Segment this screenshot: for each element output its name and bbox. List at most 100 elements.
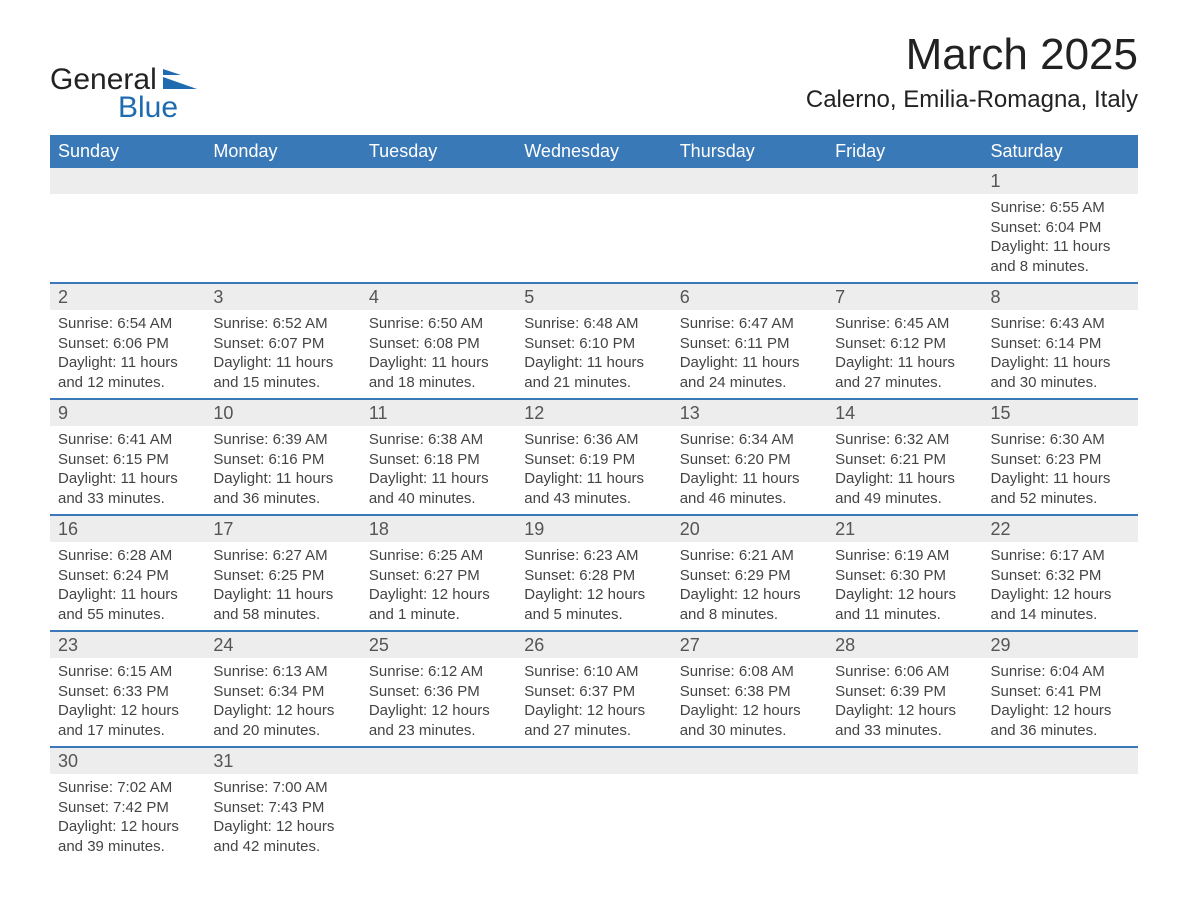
day-number: 24	[205, 632, 360, 658]
sunset-line: Sunset: 6:33 PM	[58, 682, 197, 702]
day-number: 25	[361, 632, 516, 658]
calendar-row: 23Sunrise: 6:15 AMSunset: 6:33 PMDayligh…	[50, 631, 1138, 747]
day-number: 1	[983, 168, 1138, 194]
daylight-line: Daylight: 12 hours and 33 minutes.	[835, 701, 974, 740]
daylight-line: Daylight: 11 hours and 33 minutes.	[58, 469, 197, 508]
calendar-empty-cell	[827, 747, 982, 862]
sunrise-line: Sunrise: 6:32 AM	[835, 430, 974, 450]
day-details: Sunrise: 6:21 AMSunset: 6:29 PMDaylight:…	[672, 542, 827, 630]
sunset-line: Sunset: 6:07 PM	[213, 334, 352, 354]
daylight-line: Daylight: 11 hours and 12 minutes.	[58, 353, 197, 392]
daylight-line: Daylight: 12 hours and 39 minutes.	[58, 817, 197, 856]
sunrise-line: Sunrise: 6:41 AM	[58, 430, 197, 450]
weekday-header: Sunday	[50, 135, 205, 168]
day-details	[827, 774, 982, 844]
sunset-line: Sunset: 6:30 PM	[835, 566, 974, 586]
daylight-line: Daylight: 12 hours and 8 minutes.	[680, 585, 819, 624]
day-number: 29	[983, 632, 1138, 658]
day-number	[672, 748, 827, 774]
day-details: Sunrise: 6:12 AMSunset: 6:36 PMDaylight:…	[361, 658, 516, 746]
calendar-day-cell: 10Sunrise: 6:39 AMSunset: 6:16 PMDayligh…	[205, 399, 360, 515]
daylight-line: Daylight: 11 hours and 15 minutes.	[213, 353, 352, 392]
daylight-line: Daylight: 11 hours and 27 minutes.	[835, 353, 974, 392]
day-details: Sunrise: 6:25 AMSunset: 6:27 PMDaylight:…	[361, 542, 516, 630]
day-details	[361, 194, 516, 264]
day-number	[361, 168, 516, 194]
logo-word2: Blue	[118, 93, 178, 123]
sunset-line: Sunset: 6:28 PM	[524, 566, 663, 586]
day-number: 17	[205, 516, 360, 542]
day-details: Sunrise: 6:04 AMSunset: 6:41 PMDaylight:…	[983, 658, 1138, 746]
day-details	[672, 194, 827, 264]
calendar-day-cell: 23Sunrise: 6:15 AMSunset: 6:33 PMDayligh…	[50, 631, 205, 747]
day-number	[827, 748, 982, 774]
daylight-line: Daylight: 12 hours and 11 minutes.	[835, 585, 974, 624]
daylight-line: Daylight: 11 hours and 52 minutes.	[991, 469, 1130, 508]
calendar-day-cell: 31Sunrise: 7:00 AMSunset: 7:43 PMDayligh…	[205, 747, 360, 862]
day-number: 26	[516, 632, 671, 658]
sunset-line: Sunset: 6:16 PM	[213, 450, 352, 470]
calendar-row: 2Sunrise: 6:54 AMSunset: 6:06 PMDaylight…	[50, 283, 1138, 399]
day-details: Sunrise: 6:10 AMSunset: 6:37 PMDaylight:…	[516, 658, 671, 746]
sunrise-line: Sunrise: 6:08 AM	[680, 662, 819, 682]
calendar-day-cell: 12Sunrise: 6:36 AMSunset: 6:19 PMDayligh…	[516, 399, 671, 515]
day-details: Sunrise: 6:38 AMSunset: 6:18 PMDaylight:…	[361, 426, 516, 514]
day-number: 18	[361, 516, 516, 542]
sunrise-line: Sunrise: 7:02 AM	[58, 778, 197, 798]
sunrise-line: Sunrise: 6:12 AM	[369, 662, 508, 682]
daylight-line: Daylight: 11 hours and 21 minutes.	[524, 353, 663, 392]
sunset-line: Sunset: 6:25 PM	[213, 566, 352, 586]
header-row: General Blue March 2025 Calerno, Emilia-…	[50, 30, 1138, 123]
sunrise-line: Sunrise: 6:17 AM	[991, 546, 1130, 566]
calendar-empty-cell	[672, 747, 827, 862]
day-number: 30	[50, 748, 205, 774]
calendar-day-cell: 24Sunrise: 6:13 AMSunset: 6:34 PMDayligh…	[205, 631, 360, 747]
day-details	[672, 774, 827, 844]
day-details: Sunrise: 6:15 AMSunset: 6:33 PMDaylight:…	[50, 658, 205, 746]
month-title: March 2025	[806, 30, 1138, 80]
day-number	[205, 168, 360, 194]
sunrise-line: Sunrise: 6:21 AM	[680, 546, 819, 566]
sunrise-line: Sunrise: 6:39 AM	[213, 430, 352, 450]
day-number: 2	[50, 284, 205, 310]
day-details: Sunrise: 6:27 AMSunset: 6:25 PMDaylight:…	[205, 542, 360, 630]
day-details: Sunrise: 6:06 AMSunset: 6:39 PMDaylight:…	[827, 658, 982, 746]
day-number: 7	[827, 284, 982, 310]
day-number: 8	[983, 284, 1138, 310]
day-details	[516, 194, 671, 264]
daylight-line: Daylight: 11 hours and 55 minutes.	[58, 585, 197, 624]
daylight-line: Daylight: 12 hours and 36 minutes.	[991, 701, 1130, 740]
sunrise-line: Sunrise: 6:45 AM	[835, 314, 974, 334]
calendar-day-cell: 19Sunrise: 6:23 AMSunset: 6:28 PMDayligh…	[516, 515, 671, 631]
calendar-day-cell: 29Sunrise: 6:04 AMSunset: 6:41 PMDayligh…	[983, 631, 1138, 747]
calendar-day-cell: 7Sunrise: 6:45 AMSunset: 6:12 PMDaylight…	[827, 283, 982, 399]
daylight-line: Daylight: 11 hours and 49 minutes.	[835, 469, 974, 508]
calendar-empty-cell	[205, 168, 360, 283]
sunrise-line: Sunrise: 6:34 AM	[680, 430, 819, 450]
calendar-day-cell: 13Sunrise: 6:34 AMSunset: 6:20 PMDayligh…	[672, 399, 827, 515]
day-number	[827, 168, 982, 194]
sunrise-line: Sunrise: 6:23 AM	[524, 546, 663, 566]
day-details: Sunrise: 6:39 AMSunset: 6:16 PMDaylight:…	[205, 426, 360, 514]
daylight-line: Daylight: 11 hours and 46 minutes.	[680, 469, 819, 508]
calendar-day-cell: 14Sunrise: 6:32 AMSunset: 6:21 PMDayligh…	[827, 399, 982, 515]
sunset-line: Sunset: 6:27 PM	[369, 566, 508, 586]
daylight-line: Daylight: 11 hours and 40 minutes.	[369, 469, 508, 508]
weekday-header: Thursday	[672, 135, 827, 168]
calendar-day-cell: 25Sunrise: 6:12 AMSunset: 6:36 PMDayligh…	[361, 631, 516, 747]
daylight-line: Daylight: 11 hours and 24 minutes.	[680, 353, 819, 392]
sunrise-line: Sunrise: 6:10 AM	[524, 662, 663, 682]
day-details: Sunrise: 6:19 AMSunset: 6:30 PMDaylight:…	[827, 542, 982, 630]
daylight-line: Daylight: 12 hours and 42 minutes.	[213, 817, 352, 856]
day-details	[361, 774, 516, 844]
calendar-row: 9Sunrise: 6:41 AMSunset: 6:15 PMDaylight…	[50, 399, 1138, 515]
day-number: 15	[983, 400, 1138, 426]
sunset-line: Sunset: 6:24 PM	[58, 566, 197, 586]
title-block: March 2025 Calerno, Emilia-Romagna, Ital…	[806, 30, 1138, 114]
daylight-line: Daylight: 12 hours and 14 minutes.	[991, 585, 1130, 624]
day-details: Sunrise: 7:02 AMSunset: 7:42 PMDaylight:…	[50, 774, 205, 862]
day-number: 19	[516, 516, 671, 542]
calendar-day-cell: 27Sunrise: 6:08 AMSunset: 6:38 PMDayligh…	[672, 631, 827, 747]
day-number	[672, 168, 827, 194]
calendar-row: 30Sunrise: 7:02 AMSunset: 7:42 PMDayligh…	[50, 747, 1138, 862]
